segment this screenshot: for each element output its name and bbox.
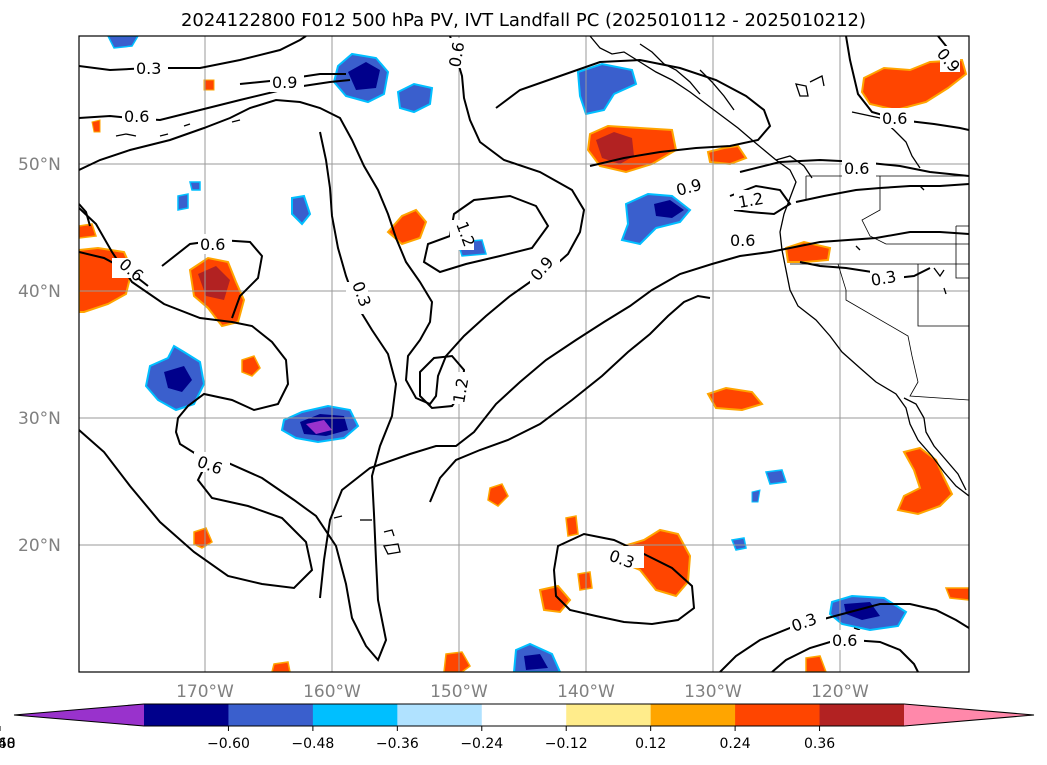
blob-orange [944, 587, 969, 601]
blob-orange [706, 386, 764, 412]
contour-1.2-ne [729, 184, 792, 216]
colorbar-tick-label: 0.36 [804, 736, 835, 752]
colorbar-segment [228, 704, 314, 726]
colorbar-segment [566, 704, 652, 726]
contour-0.3-north [79, 36, 307, 72]
blob-orange [241, 355, 261, 377]
blob-orange [565, 515, 579, 537]
blob-navy [348, 62, 380, 90]
blob-navy [164, 366, 192, 392]
blob-orange [271, 661, 291, 672]
longitude-labels: 170°W 160°W 150°W 140°W 130°W 120°W [176, 682, 869, 702]
contour-label: 0.6 [832, 631, 857, 650]
lon-label: 140°W [557, 682, 615, 702]
contour-0.3-south [552, 532, 696, 626]
contour-label: 1.2 [737, 189, 765, 212]
map-frame [78, 35, 970, 673]
coastlines [115, 36, 969, 631]
contour-0.6-west [79, 429, 314, 590]
contour-0.9-right [495, 58, 772, 167]
contour-labels: 0.3 0.9 0.6 0.6 0.6 0.6 0.9 1.2 1.2 1.2 … [112, 38, 964, 650]
blob-blue [751, 489, 761, 503]
blob-blue [764, 469, 788, 485]
blob-orange [203, 79, 215, 91]
grid-lines [79, 36, 969, 672]
colorbar-extend-low [14, 704, 144, 726]
blob-blue [291, 194, 312, 226]
state-borders [790, 175, 969, 401]
contour-label: 0.6 [124, 107, 149, 126]
blob-red [596, 132, 634, 164]
colorbar-tick-label: −0.24 [460, 736, 503, 752]
blob-purple [306, 420, 332, 434]
contour-0.6-nw [79, 79, 351, 122]
map-title: 2024122800 F012 500 hPa PV, IVT Landfall… [180, 10, 867, 31]
lat-label: 30°N [18, 409, 61, 429]
colorbar-segment [819, 704, 905, 726]
lon-label: 160°W [303, 682, 361, 702]
contour-label: 0.6 [445, 40, 468, 68]
contour-0.3-mid [79, 131, 398, 662]
contour-label: 0.3 [136, 59, 161, 78]
contour-0.6-loop [161, 238, 264, 319]
blob-orange [91, 119, 101, 133]
blob-orange [860, 58, 968, 112]
colorbar-segment [650, 704, 736, 726]
colorbar-tick-label: 0.60 [0, 736, 16, 752]
colorbar-tick-label: 0.12 [635, 736, 666, 752]
colorbar-tick-label: 0.24 [720, 736, 751, 752]
contour-label: 1.2 [449, 376, 472, 404]
contour-label: 0.9 [272, 73, 297, 92]
colorbar-tick-label: −0.48 [291, 736, 334, 752]
lon-label: 150°W [430, 682, 488, 702]
contour-label: 0.6 [882, 109, 907, 128]
blob-blue [107, 36, 139, 49]
lon-label: 170°W [176, 682, 234, 702]
contour-label: 0.6 [200, 235, 225, 254]
blob-blue [730, 537, 747, 551]
blob-blue [396, 82, 434, 114]
lat-label: 20°N [18, 536, 61, 556]
colorbar-tick-label: −0.60 [207, 736, 250, 752]
blob-blue [189, 181, 201, 191]
map-plot-area: 0.3 0.9 0.6 0.6 0.6 0.6 0.9 1.2 1.2 1.2 … [79, 36, 969, 672]
colorbar-tick-label: −0.12 [545, 736, 588, 752]
latitude-labels: 50°N 40°N 30°N 20°N [18, 155, 61, 556]
blob-navy [524, 654, 548, 670]
blob-orange [706, 144, 748, 166]
colorbar-outline [13, 703, 1035, 727]
contour-0.3-se [719, 603, 969, 672]
lon-label: 120°W [811, 682, 869, 702]
blob-orange [805, 655, 827, 672]
lon-label: 130°W [684, 682, 742, 702]
blob-blue [576, 62, 638, 116]
contour-label: 0.6 [730, 231, 755, 250]
colorbar-tick-label: −0.36 [376, 736, 419, 752]
contour-label: 0.6 [844, 159, 869, 178]
blob-navy [654, 200, 684, 218]
contour-0.9-main [79, 36, 586, 406]
blob-orange [386, 208, 428, 246]
colorbar-extend-high [904, 704, 1034, 726]
blob-orange [487, 483, 509, 507]
colorbar-segment [312, 704, 398, 726]
colorbar-tick-label: 0.48 [0, 736, 16, 752]
colorbar-segment [481, 704, 567, 726]
blob-orange [577, 571, 593, 591]
lat-label: 40°N [18, 282, 61, 302]
contour-0.3-upper-right [795, 183, 969, 203]
contour-0.6-w2 [79, 203, 91, 227]
colorbar-segment [397, 704, 483, 726]
blob-orange [79, 223, 98, 239]
colorbar-segment [735, 704, 821, 726]
contour-0.9-inner [429, 294, 711, 503]
contour-0.9-big [319, 231, 969, 599]
contour-1.2-upper [422, 194, 550, 274]
blob-blue [177, 193, 189, 211]
colorbar: −0.60 −0.48 −0.36 −0.24 −0.12 0.12 0.24 0.36 0.4… [0, 703, 1035, 752]
contour-label: 0.3 [869, 267, 897, 290]
lat-label: 50°N [18, 155, 61, 175]
colorbar-segment [144, 704, 229, 726]
